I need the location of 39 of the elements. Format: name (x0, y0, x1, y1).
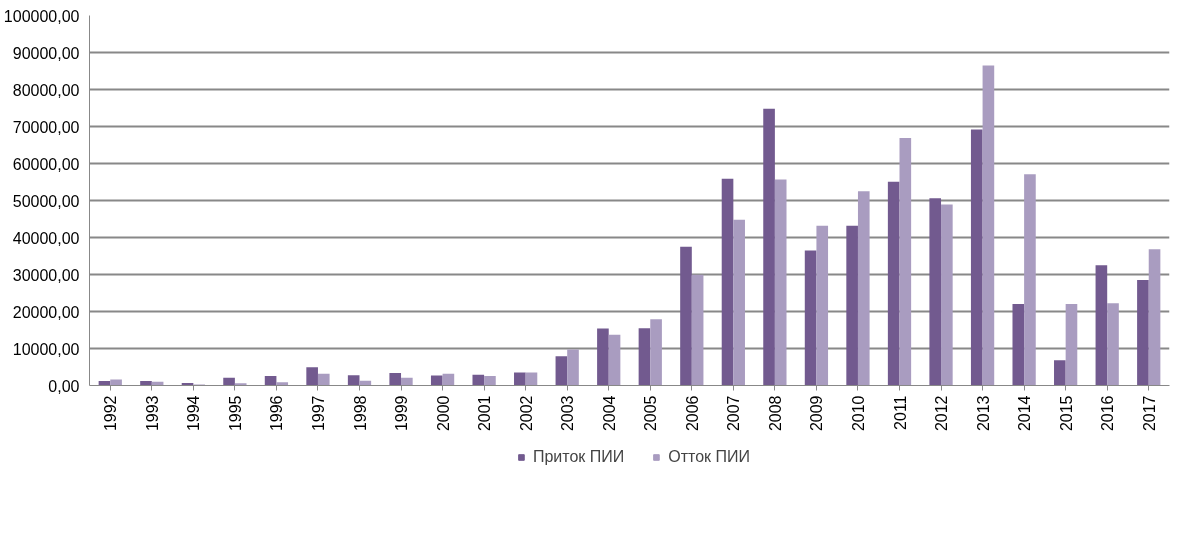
y-tick-label: 0,00 (48, 377, 80, 395)
x-tick-label: 2005 (642, 395, 660, 432)
x-tick-label: 2017 (1140, 395, 1158, 432)
y-tick-label: 100000,00 (3, 7, 80, 25)
y-tick-label: 60000,00 (12, 155, 80, 173)
x-tick-label: 1993 (143, 395, 161, 432)
x-tick-label: 2008 (766, 395, 784, 432)
x-tick-label: 1998 (351, 395, 369, 432)
x-tick-label: 1995 (226, 395, 244, 432)
y-tick-label: 10000,00 (12, 340, 80, 358)
x-tick-label: 2009 (808, 395, 826, 432)
legend-label: Приток ПИИ (532, 447, 625, 466)
x-tick-label: 2004 (600, 395, 618, 432)
x-tick-label: 1997 (309, 395, 327, 432)
x-tick-label: 2010 (849, 395, 867, 432)
legend-label: Отток ПИИ (668, 447, 751, 466)
x-tick-label: 2001 (476, 395, 494, 432)
x-tick-label: 2012 (933, 395, 951, 432)
x-tick-label: 1992 (102, 395, 120, 432)
y-tick-label: 70000,00 (12, 118, 80, 136)
x-tick-label: 2013 (974, 395, 992, 432)
y-tick-label: 90000,00 (12, 44, 80, 62)
x-tick-label: 1999 (393, 395, 411, 432)
y-tick-label: 40000,00 (12, 229, 80, 247)
x-tick-label: 2016 (1099, 395, 1117, 432)
y-tick-label: 50000,00 (12, 192, 80, 210)
x-tick-label: 2002 (517, 395, 535, 432)
x-tick-label: 2011 (891, 395, 909, 430)
y-tick-label: 20000,00 (12, 303, 80, 321)
x-tick-label: 2000 (434, 395, 452, 432)
x-tick-label: 2003 (559, 395, 577, 432)
y-tick-label: 30000,00 (12, 266, 80, 284)
y-tick-label: 80000,00 (12, 81, 80, 99)
x-tick-label: 2014 (1016, 395, 1034, 432)
x-tick-label: 2015 (1057, 395, 1075, 432)
x-tick-label: 2007 (725, 395, 743, 432)
x-tick-label: 1994 (185, 395, 203, 432)
x-tick-label: 2006 (683, 395, 701, 432)
x-tick-label: 1996 (268, 395, 286, 432)
